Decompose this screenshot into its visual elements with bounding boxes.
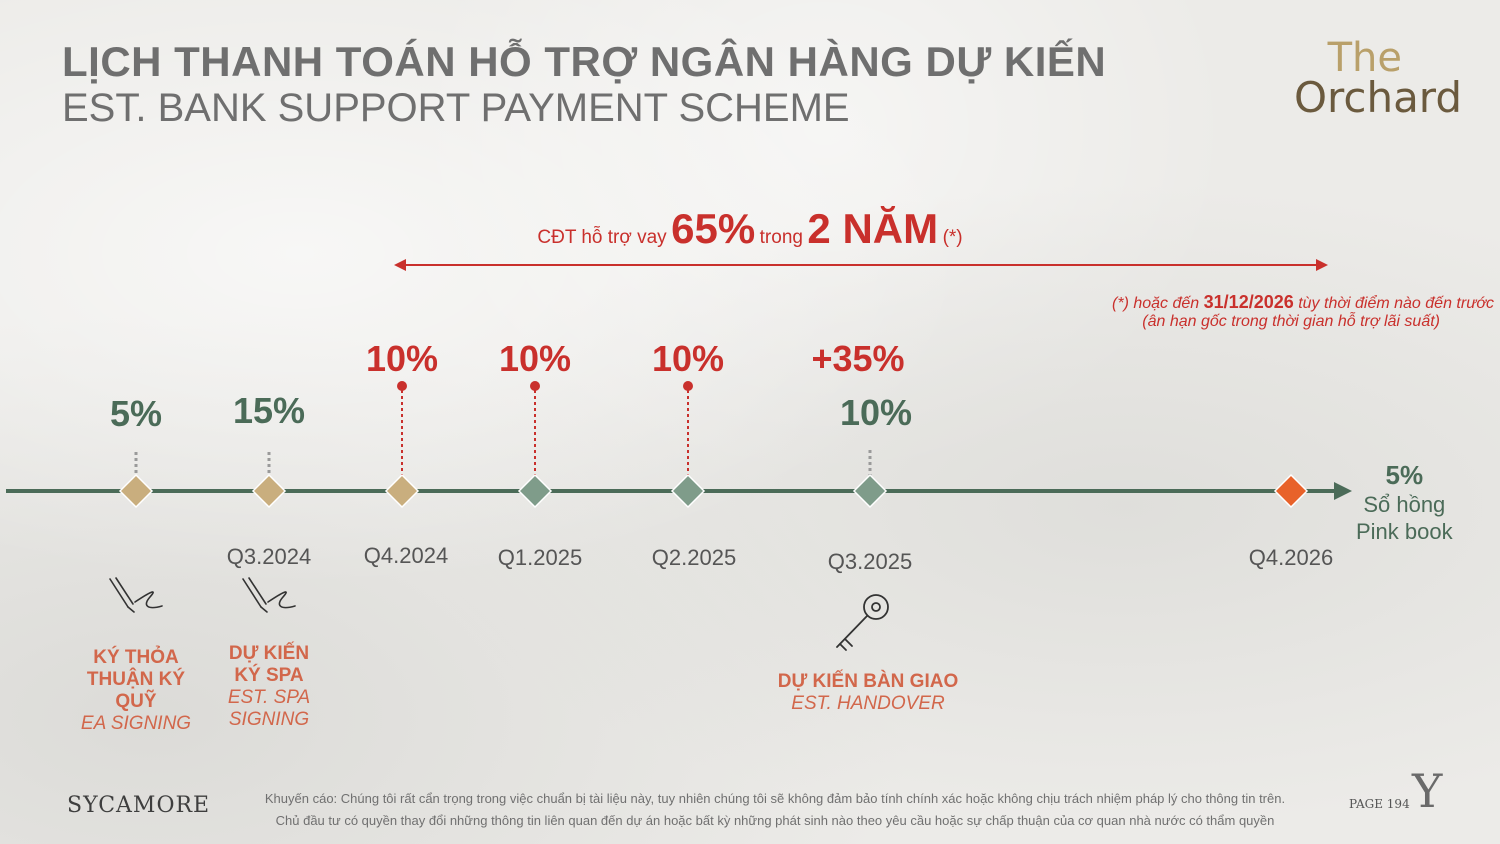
disclaimer-line-2: Chủ đầu tư có quyền thay đổi những thông… — [275, 813, 1275, 828]
event-label: KÝ THỎA — [93, 647, 179, 668]
quarter-label: Q2.2025 — [651, 545, 737, 570]
event-handover: DỰ KIẾN BÀN GIAO EST. HANDOVER — [778, 671, 958, 715]
brand-mark: Y — [1412, 764, 1443, 818]
event-label-en: EST. HANDOVER — [791, 693, 945, 714]
milestone-marker — [852, 473, 888, 509]
event-label-en: EA SIGNING — [80, 713, 192, 734]
pen-signature-icon — [109, 577, 163, 613]
event-label: KÝ SPA — [234, 665, 304, 686]
milestone-marker — [517, 473, 553, 509]
final-label-en: Pink book — [1356, 519, 1453, 544]
support-note-line-2: (ân hạn gốc trong thời gian hỗ trợ lãi s… — [1142, 313, 1440, 330]
milestone-percent: 10% — [498, 338, 572, 379]
event-ea-signing: KÝ THỎA THUẬN KÝ QUỸ EA SIGNING — [81, 647, 191, 735]
final-label-vn: Sổ hồng — [1363, 492, 1446, 517]
event-label: QUỸ — [115, 691, 157, 712]
pen-signature-icon — [242, 577, 296, 613]
milestone-percent: 10% — [365, 338, 439, 379]
milestone-markers — [118, 473, 1309, 509]
logo-line-1: The — [1327, 35, 1402, 81]
support-range-arrow — [394, 259, 1328, 271]
milestone-marker — [251, 473, 287, 509]
event-label: DỰ KIẾN — [228, 643, 310, 664]
event-label: THUẬN KÝ — [86, 669, 186, 690]
quarter-label: Q3.2025 — [827, 549, 913, 574]
quarter-label: Q4.2024 — [363, 543, 449, 568]
quarter-label: Q3.2024 — [226, 544, 312, 569]
milestone-marker — [670, 473, 706, 509]
event-label-en: EST. SPA — [227, 687, 311, 708]
brand-logo: The Orchard — [1293, 35, 1462, 122]
note-suffix: tùy thời điểm nào đến trước — [1298, 295, 1494, 312]
milestone-marker — [118, 473, 154, 509]
support-mid: trong — [759, 227, 803, 248]
event-label-en: SIGNING — [228, 709, 310, 730]
note-prefix: (*) hoặc đến — [1112, 295, 1200, 312]
milestone-percent-extra: +35% — [811, 338, 905, 379]
key-icon — [836, 594, 889, 651]
event-spa-signing: DỰ KIẾN KÝ SPA EST. SPA SIGNING — [228, 643, 310, 731]
milestone-percent: 5% — [109, 393, 163, 434]
disclaimer-line-1: Khuyến cáo: Chúng tôi rất cẩn trọng tron… — [264, 791, 1286, 806]
support-duration: 2 NĂM — [807, 205, 939, 252]
event-label: DỰ KIẾN BÀN GIAO — [777, 671, 959, 692]
page-number: PAGE 194 — [1349, 797, 1410, 811]
support-percent: 65% — [671, 205, 756, 252]
pink-book-milestone: 5% Sổ hồng Pink book — [1356, 460, 1453, 545]
page-title: LỊCH THANH TOÁN HỖ TRỢ NGÂN HÀNG DỰ KIẾN — [62, 38, 1107, 85]
milestone-connectors — [134, 381, 872, 476]
milestone-percent: 10% — [651, 338, 725, 379]
logo-line-2: Orchard — [1293, 73, 1462, 122]
page-subtitle: EST. BANK SUPPORT PAYMENT SCHEME — [62, 86, 850, 130]
support-suffix: (*) — [942, 227, 963, 248]
loan-support-banner: CĐT hỗ trợ vay 65% trong 2 NĂM (*) — [0, 205, 1500, 253]
final-percent: 5% — [1385, 460, 1424, 490]
milestone-percent: 15% — [232, 390, 306, 431]
note-date: 31/12/2026 — [1203, 292, 1294, 312]
quarter-label: Q1.2025 — [497, 545, 583, 570]
support-note-line-1: (*) hoặc đến 31/12/2026 tùy thời điểm nà… — [1112, 292, 1494, 313]
sycamore-logo: SYCAMORE — [67, 793, 211, 818]
support-prefix: CĐT hỗ trợ vay — [537, 227, 667, 248]
milestone-percent: 10% — [839, 392, 913, 433]
disclaimer: Khuyến cáo: Chúng tôi rất cẩn trọng tron… — [210, 788, 1340, 832]
milestone-marker — [1273, 473, 1309, 509]
quarter-label: Q4.2026 — [1248, 545, 1334, 570]
milestone-marker — [384, 473, 420, 509]
